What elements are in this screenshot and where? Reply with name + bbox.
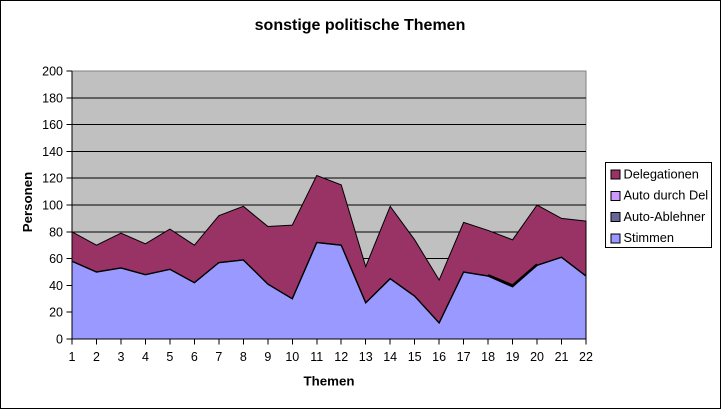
svg-text:12: 12 [334,350,348,364]
svg-text:16: 16 [432,350,446,364]
svg-text:Themen: Themen [304,374,355,389]
svg-text:6: 6 [191,350,198,364]
svg-text:5: 5 [166,350,173,364]
svg-text:180: 180 [42,91,63,105]
svg-text:0: 0 [56,333,63,347]
svg-text:Personen: Personen [20,172,35,233]
svg-text:sonstige politische Themen: sonstige politische Themen [255,17,466,34]
svg-text:20: 20 [530,350,544,364]
svg-text:40: 40 [49,279,63,293]
svg-text:13: 13 [359,350,373,364]
svg-text:1: 1 [69,350,76,364]
svg-text:Auto-Ablehner: Auto-Ablehner [624,209,707,224]
svg-text:2: 2 [93,350,100,364]
svg-text:160: 160 [42,118,63,132]
svg-text:120: 120 [42,172,63,186]
svg-text:Delegationen: Delegationen [624,166,699,181]
svg-text:15: 15 [408,350,422,364]
svg-text:11: 11 [310,350,323,364]
svg-text:200: 200 [42,65,63,79]
svg-text:60: 60 [49,252,63,266]
svg-text:100: 100 [42,199,63,213]
svg-text:17: 17 [457,350,471,364]
svg-text:22: 22 [579,350,593,364]
svg-text:Auto durch Del: Auto durch Del [624,188,709,203]
svg-text:8: 8 [240,350,247,364]
svg-text:9: 9 [264,350,271,364]
svg-text:7: 7 [215,350,222,364]
svg-text:140: 140 [42,145,63,159]
svg-text:19: 19 [506,350,520,364]
svg-text:3: 3 [117,350,124,364]
svg-text:20: 20 [49,306,63,320]
svg-text:Stimmen: Stimmen [624,230,675,245]
svg-text:21: 21 [555,350,569,364]
svg-text:80: 80 [49,225,63,239]
svg-text:4: 4 [142,350,149,364]
svg-text:10: 10 [285,350,299,364]
svg-text:14: 14 [383,350,397,364]
svg-text:18: 18 [481,350,495,364]
